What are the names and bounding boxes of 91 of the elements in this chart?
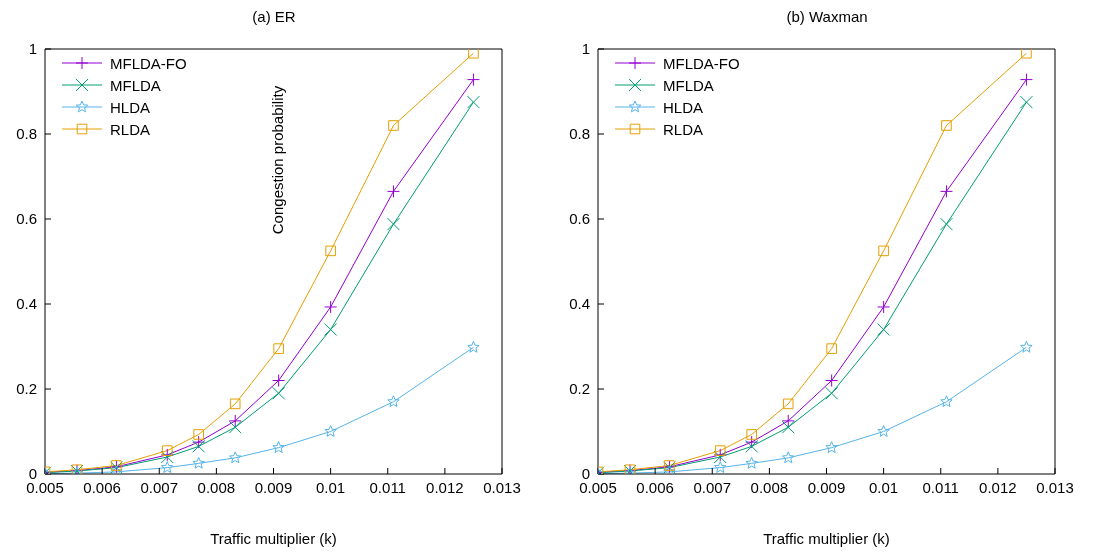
point: [746, 429, 757, 440]
point: [939, 184, 953, 198]
point: [1020, 340, 1033, 353]
point: [782, 398, 794, 410]
point: [228, 420, 242, 434]
point: [782, 451, 795, 464]
y-tick-label: 0.6: [16, 210, 37, 228]
x-tick-label: 0.01: [869, 478, 899, 496]
point: [386, 184, 400, 198]
chart-title: (b) Waxman: [785, 8, 869, 25]
point: [877, 425, 890, 437]
legend-label: RLDA: [110, 120, 151, 138]
x-tick-label: 0.013: [1036, 478, 1074, 496]
point: [714, 445, 726, 456]
y-tick-label: 1: [28, 40, 37, 58]
point: [192, 456, 205, 469]
point: [192, 435, 206, 449]
point: [161, 461, 174, 473]
legend-label: HLDA: [110, 98, 151, 116]
legend-label: MFLDA: [663, 76, 714, 94]
point: [466, 95, 480, 109]
y-tick-label: 0.8: [569, 125, 590, 143]
point: [940, 395, 953, 408]
legend-label: RLDA: [663, 120, 704, 138]
point: [388, 120, 399, 131]
point: [467, 340, 480, 353]
x-tick-label: 0.007: [693, 478, 732, 496]
point: [272, 374, 286, 387]
x-tick-label: 0.006: [636, 478, 674, 496]
point: [272, 386, 286, 400]
point: [877, 323, 891, 336]
x-tick-label: 0.011: [369, 478, 406, 496]
point: [1021, 49, 1032, 59]
point: [745, 435, 759, 449]
point: [781, 420, 795, 434]
y-tick-label: 0.2: [16, 380, 37, 398]
point: [324, 300, 338, 314]
point: [324, 323, 338, 336]
chart-title: (a) ER: [251, 8, 297, 25]
point: [386, 217, 400, 231]
x-tick-label: 0.013: [483, 478, 521, 496]
legend-label: MFLDA-FO: [663, 54, 740, 72]
x-tick-label: 0.01: [316, 478, 346, 496]
x-tick-label: 0.009: [254, 478, 293, 496]
x-tick-label: 0.011: [922, 478, 959, 496]
point: [273, 343, 284, 354]
point: [192, 439, 206, 453]
x-tick-label: 0.008: [197, 478, 236, 496]
y-tick-label: 0.6: [569, 210, 590, 228]
point: [878, 245, 889, 257]
legend-label: MFLDA-FO: [110, 54, 187, 72]
point: [228, 414, 242, 428]
point: [939, 217, 953, 231]
x-tick-label: 0.012: [426, 478, 464, 496]
y-tick-label: 0.4: [16, 295, 37, 313]
x-tick-label: 0.012: [979, 478, 1017, 496]
x-axis-title: Traffic multiplier (k): [210, 530, 337, 547]
x-tick-label: 0.007: [140, 478, 179, 496]
point: [325, 245, 336, 257]
point: [877, 300, 891, 314]
point: [466, 73, 480, 87]
point: [825, 374, 839, 387]
x-axis-title: Traffic multiplier (k): [763, 530, 890, 547]
legend-label: MFLDA: [110, 76, 161, 94]
point: [1019, 73, 1033, 87]
point: [272, 441, 285, 453]
point: [387, 395, 400, 408]
x-tick-label: 0.008: [750, 478, 789, 496]
x-tick-label: 0.006: [83, 478, 121, 496]
point: [468, 49, 479, 59]
point: [229, 398, 241, 410]
point: [825, 386, 839, 400]
point: [941, 120, 952, 131]
y-axis-title: Congestion probability: [268, 85, 286, 235]
point: [745, 439, 759, 453]
point: [825, 441, 838, 453]
y-tick-label: 0.8: [16, 125, 37, 143]
point: [229, 451, 242, 464]
point: [1019, 95, 1033, 109]
point: [714, 461, 727, 473]
point: [193, 429, 204, 440]
y-tick-label: 1: [581, 40, 590, 58]
point: [826, 343, 837, 354]
y-tick-label: 0.2: [569, 380, 590, 398]
point: [161, 445, 173, 456]
point: [781, 414, 795, 428]
y-tick-label: 0.4: [569, 295, 590, 313]
x-tick-label: 0.009: [807, 478, 846, 496]
point: [324, 425, 337, 437]
legend-label: HLDA: [663, 98, 704, 116]
point: [745, 456, 758, 469]
